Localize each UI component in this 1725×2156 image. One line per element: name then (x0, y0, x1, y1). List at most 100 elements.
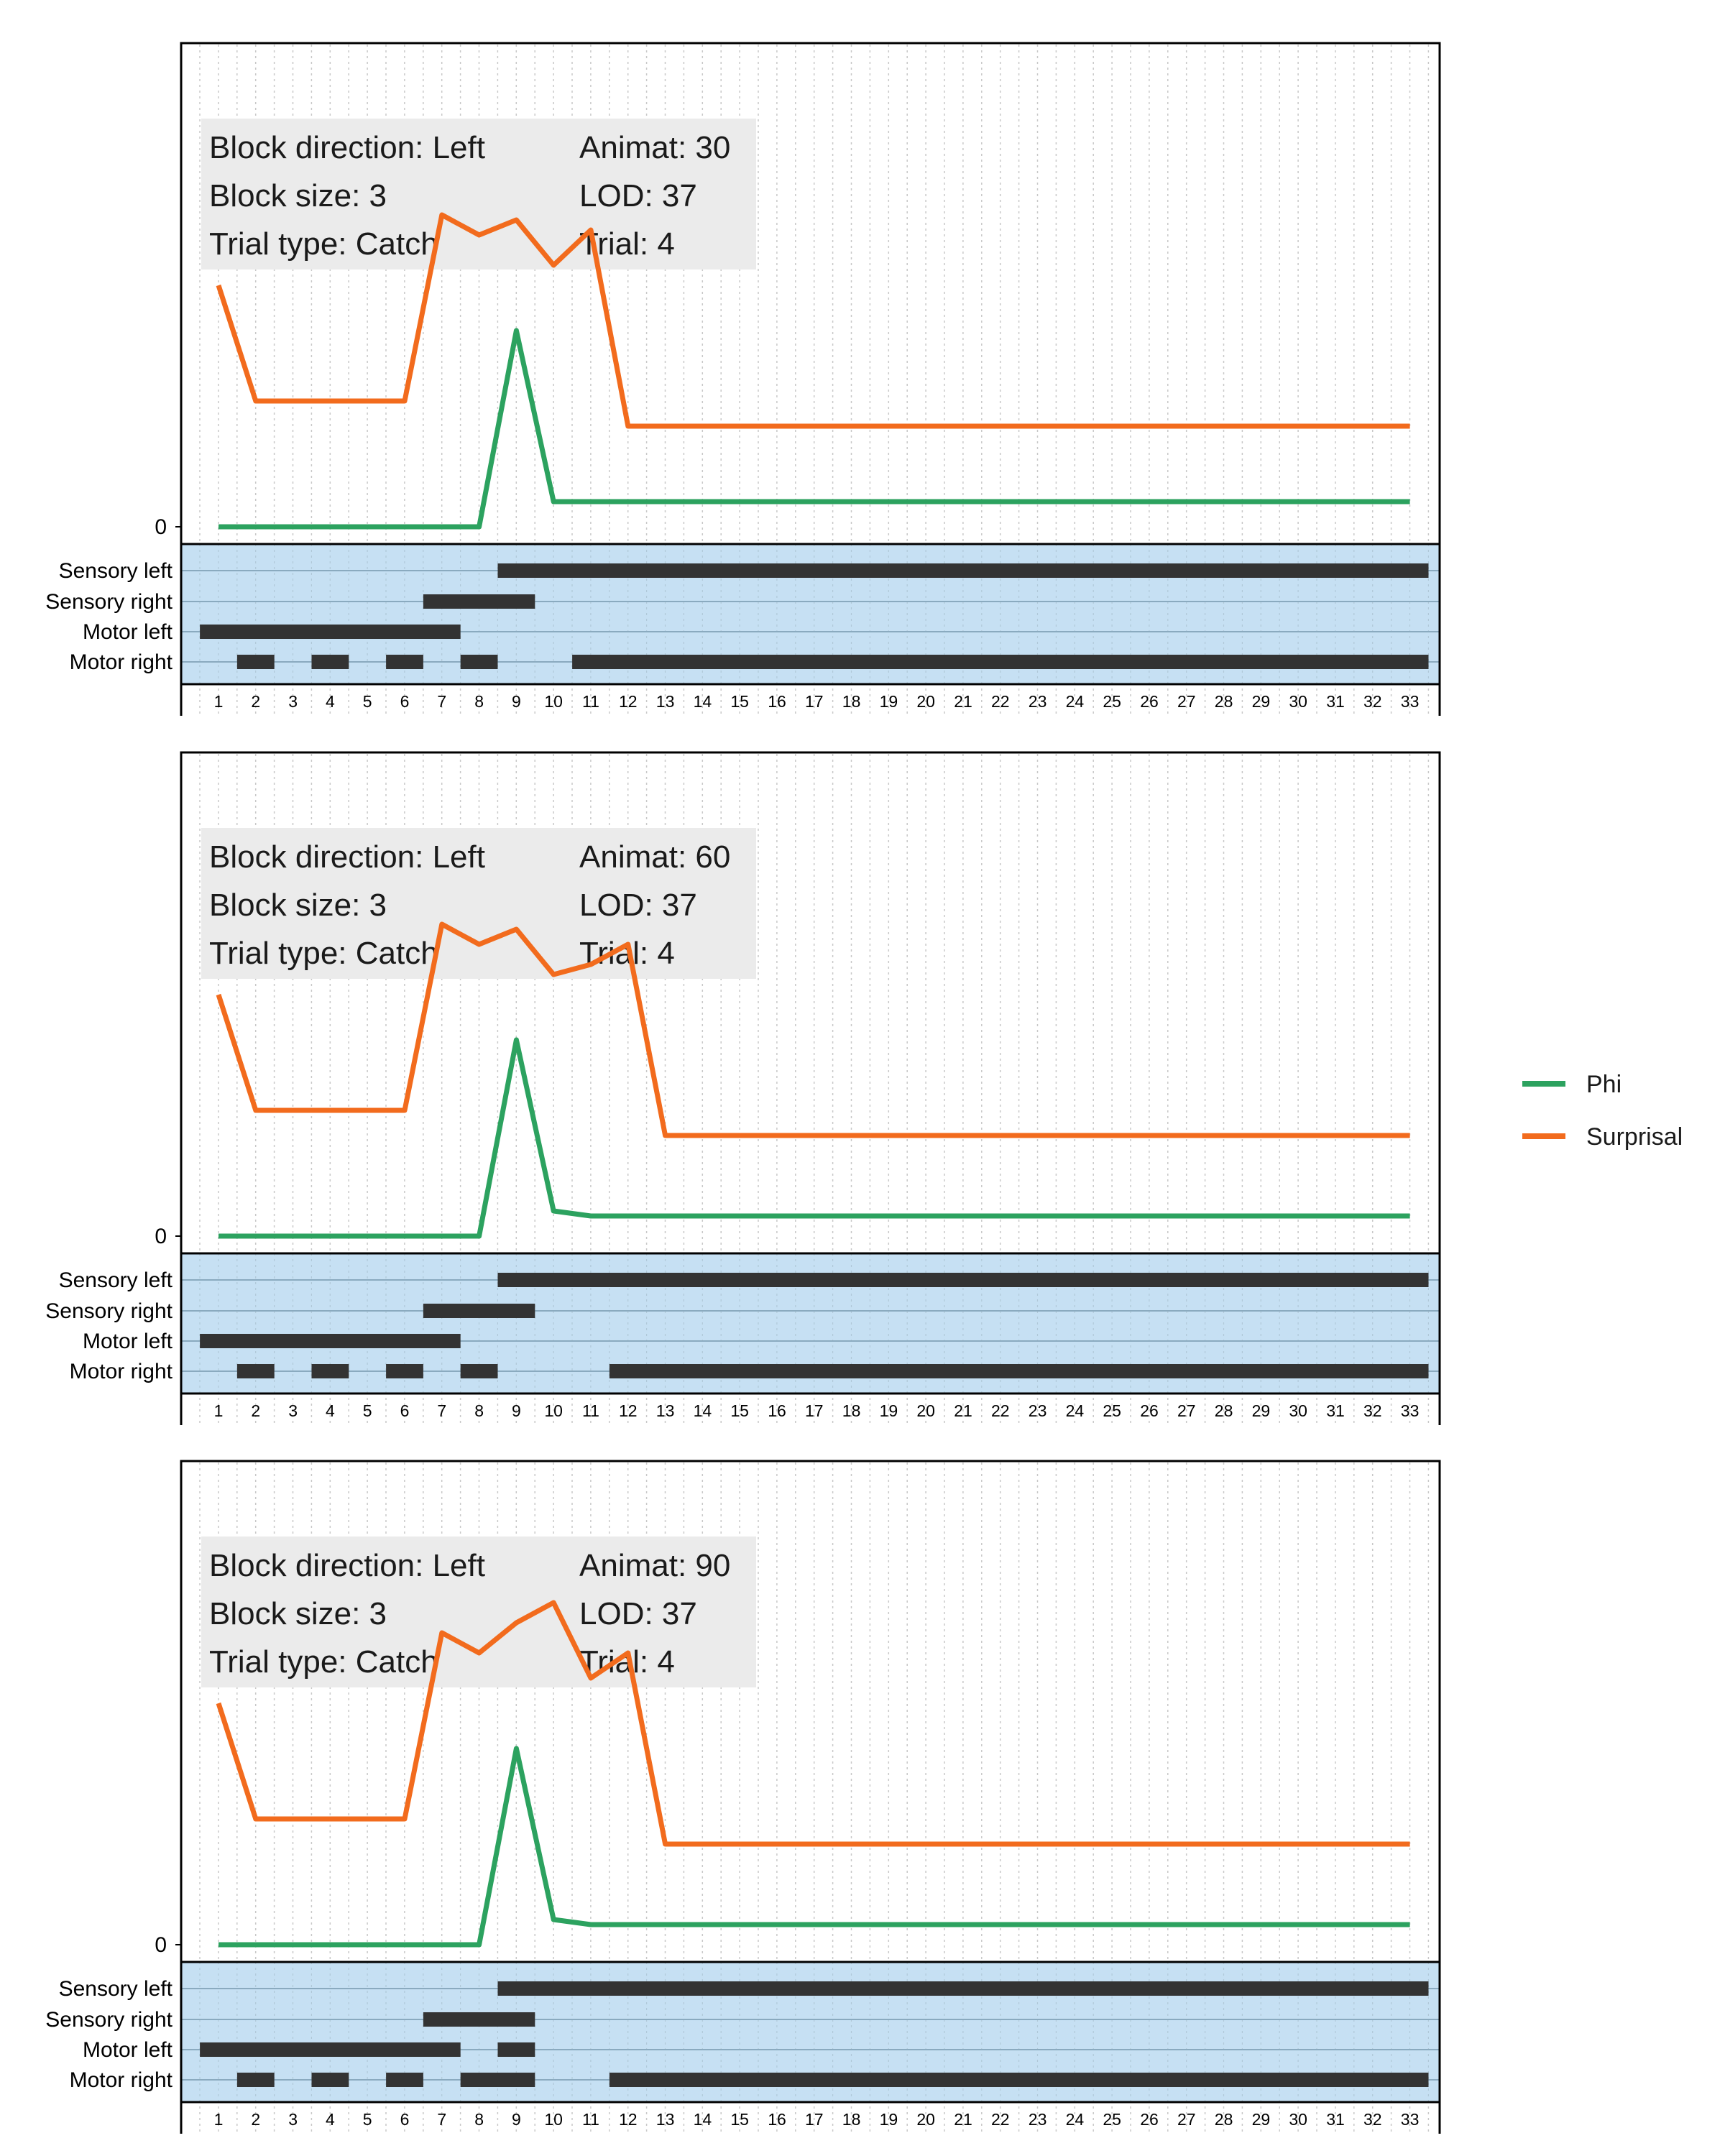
x-tick-label: 11 (582, 692, 599, 711)
info-box-bg (201, 828, 756, 979)
series-line-surprisal (216, 921, 1410, 1138)
state-bar (311, 2073, 349, 2087)
info-text: LOD: 37 (579, 178, 697, 213)
x-tick-label: 22 (991, 692, 1010, 711)
x-tick-label: 4 (326, 2110, 335, 2129)
x-tick-label: 23 (1029, 692, 1047, 711)
state-row-label: Motor left (83, 2038, 173, 2062)
x-tick-label: 18 (842, 1401, 861, 1420)
info-text: Trial type: Catch (209, 226, 438, 262)
state-bar (311, 655, 349, 669)
state-row-label: Sensory left (59, 1268, 173, 1292)
x-tick-label: 30 (1289, 692, 1307, 711)
x-tick-label: 15 (730, 1401, 749, 1420)
state-row-label: Sensory left (59, 1977, 173, 2001)
state-border (180, 1252, 1441, 1395)
info-text: Block direction: Left (209, 839, 485, 875)
x-tick-label: 8 (474, 2110, 484, 2129)
x-tick-label: 29 (1252, 2110, 1271, 2129)
info-text: Block size: 3 (209, 178, 387, 213)
state-bar (200, 1334, 461, 1348)
x-tick-label: 14 (694, 2110, 712, 2129)
state-bar (311, 1364, 349, 1378)
x-tick-label: 33 (1401, 2110, 1420, 2129)
state-bar (200, 625, 461, 639)
x-tick-label: 10 (544, 1401, 563, 1420)
x-tick-label: 27 (1177, 692, 1196, 711)
state-bar (609, 1364, 1429, 1378)
x-tick-label: 7 (437, 2110, 446, 2129)
x-tick-label: 26 (1140, 692, 1159, 711)
x-tick-label: 27 (1177, 1401, 1196, 1420)
x-tick-label: 12 (619, 692, 638, 711)
x-tick-label: 17 (805, 1401, 824, 1420)
series-line-phi (218, 1037, 1410, 1239)
x-tick-label: 32 (1363, 1401, 1382, 1420)
x-tick-label: 13 (656, 2110, 675, 2129)
x-tick-label: 7 (437, 692, 446, 711)
x-tick-label: 15 (730, 2110, 749, 2129)
x-tick-label: 26 (1140, 2110, 1159, 2129)
y-tick-label: 0 (155, 1933, 167, 1957)
x-tick-label: 17 (805, 2110, 824, 2129)
state-row-label: Sensory right (45, 2008, 172, 2032)
x-tick-label: 21 (954, 2110, 972, 2129)
info-box: Block direction: Left Block size: 3 Trial … (201, 1537, 756, 1687)
series-line-phi (218, 1746, 1410, 1948)
x-tick-label: 6 (400, 2110, 410, 2129)
state-panel: Sensory left Sensory right Motor left Motor… (45, 1962, 1440, 2102)
x-tick-label: 30 (1289, 2110, 1307, 2129)
x-tick-label: 11 (582, 1401, 599, 1420)
state-row-label: Motor left (83, 620, 173, 644)
x-tick-label: 2 (251, 2110, 260, 2129)
state-row-label: Motor left (83, 1330, 173, 1353)
info-text: Trial: 4 (579, 936, 675, 971)
x-tick-labels: 1 2 3 4 5 6 7 8 9 10 11 12 13 14 15 16 17 18 19 20 21 22 23 24 2… (214, 1401, 1420, 1420)
x-tick-label: 11 (582, 2110, 599, 2129)
x-tick-label: 14 (694, 1401, 712, 1420)
x-tick-label: 2 (251, 1401, 260, 1420)
x-tick-label: 9 (512, 692, 521, 711)
x-tick-label: 19 (880, 2110, 898, 2129)
state-bar (609, 2073, 1429, 2087)
info-box-bg (201, 1537, 756, 1687)
x-tick-label: 19 (880, 692, 898, 711)
x-tick-label: 20 (916, 2110, 935, 2129)
x-tick-label: 6 (400, 692, 410, 711)
state-border (180, 543, 1441, 686)
x-tick-label: 13 (656, 1401, 675, 1420)
state-bar (497, 563, 1429, 578)
state-bar (460, 655, 498, 669)
x-tick-label: 5 (363, 2110, 372, 2129)
state-bar (386, 2073, 423, 2087)
x-tick-label: 1 (214, 2110, 224, 2129)
x-tick-label: 21 (954, 1401, 972, 1420)
x-tick-label: 24 (1066, 692, 1085, 711)
state-bar (236, 2073, 275, 2087)
state-row-label: Sensory right (45, 590, 172, 614)
x-tick-label: 33 (1401, 692, 1420, 711)
x-tick-label: 18 (842, 692, 861, 711)
info-text: Block direction: Left (209, 130, 485, 165)
legend: Phi Surprisal (1522, 1071, 1683, 1151)
x-tick-label: 24 (1066, 2110, 1085, 2129)
state-bar (200, 2042, 461, 2057)
state-row-label: Sensory right (45, 1299, 172, 1323)
x-tick-label: 26 (1140, 1401, 1159, 1420)
panel-1: Block direction: Left Block size: 3 Trial … (45, 42, 1441, 716)
x-tick-label: 33 (1401, 1401, 1420, 1420)
state-bar (236, 1364, 275, 1378)
state-row-label: Motor right (70, 2068, 173, 2092)
x-tick-label: 22 (991, 2110, 1010, 2129)
series-line-phi (218, 328, 1410, 530)
x-tick-label: 28 (1215, 1401, 1233, 1420)
x-tick-label: 12 (619, 1401, 638, 1420)
x-tick-label: 4 (326, 692, 335, 711)
x-tick-label: 32 (1363, 2110, 1382, 2129)
x-tick-label: 5 (363, 1401, 372, 1420)
state-border (180, 1961, 1441, 2104)
x-tick-label: 25 (1103, 692, 1121, 711)
x-tick-label: 28 (1215, 692, 1233, 711)
x-tick-label: 23 (1029, 1401, 1047, 1420)
